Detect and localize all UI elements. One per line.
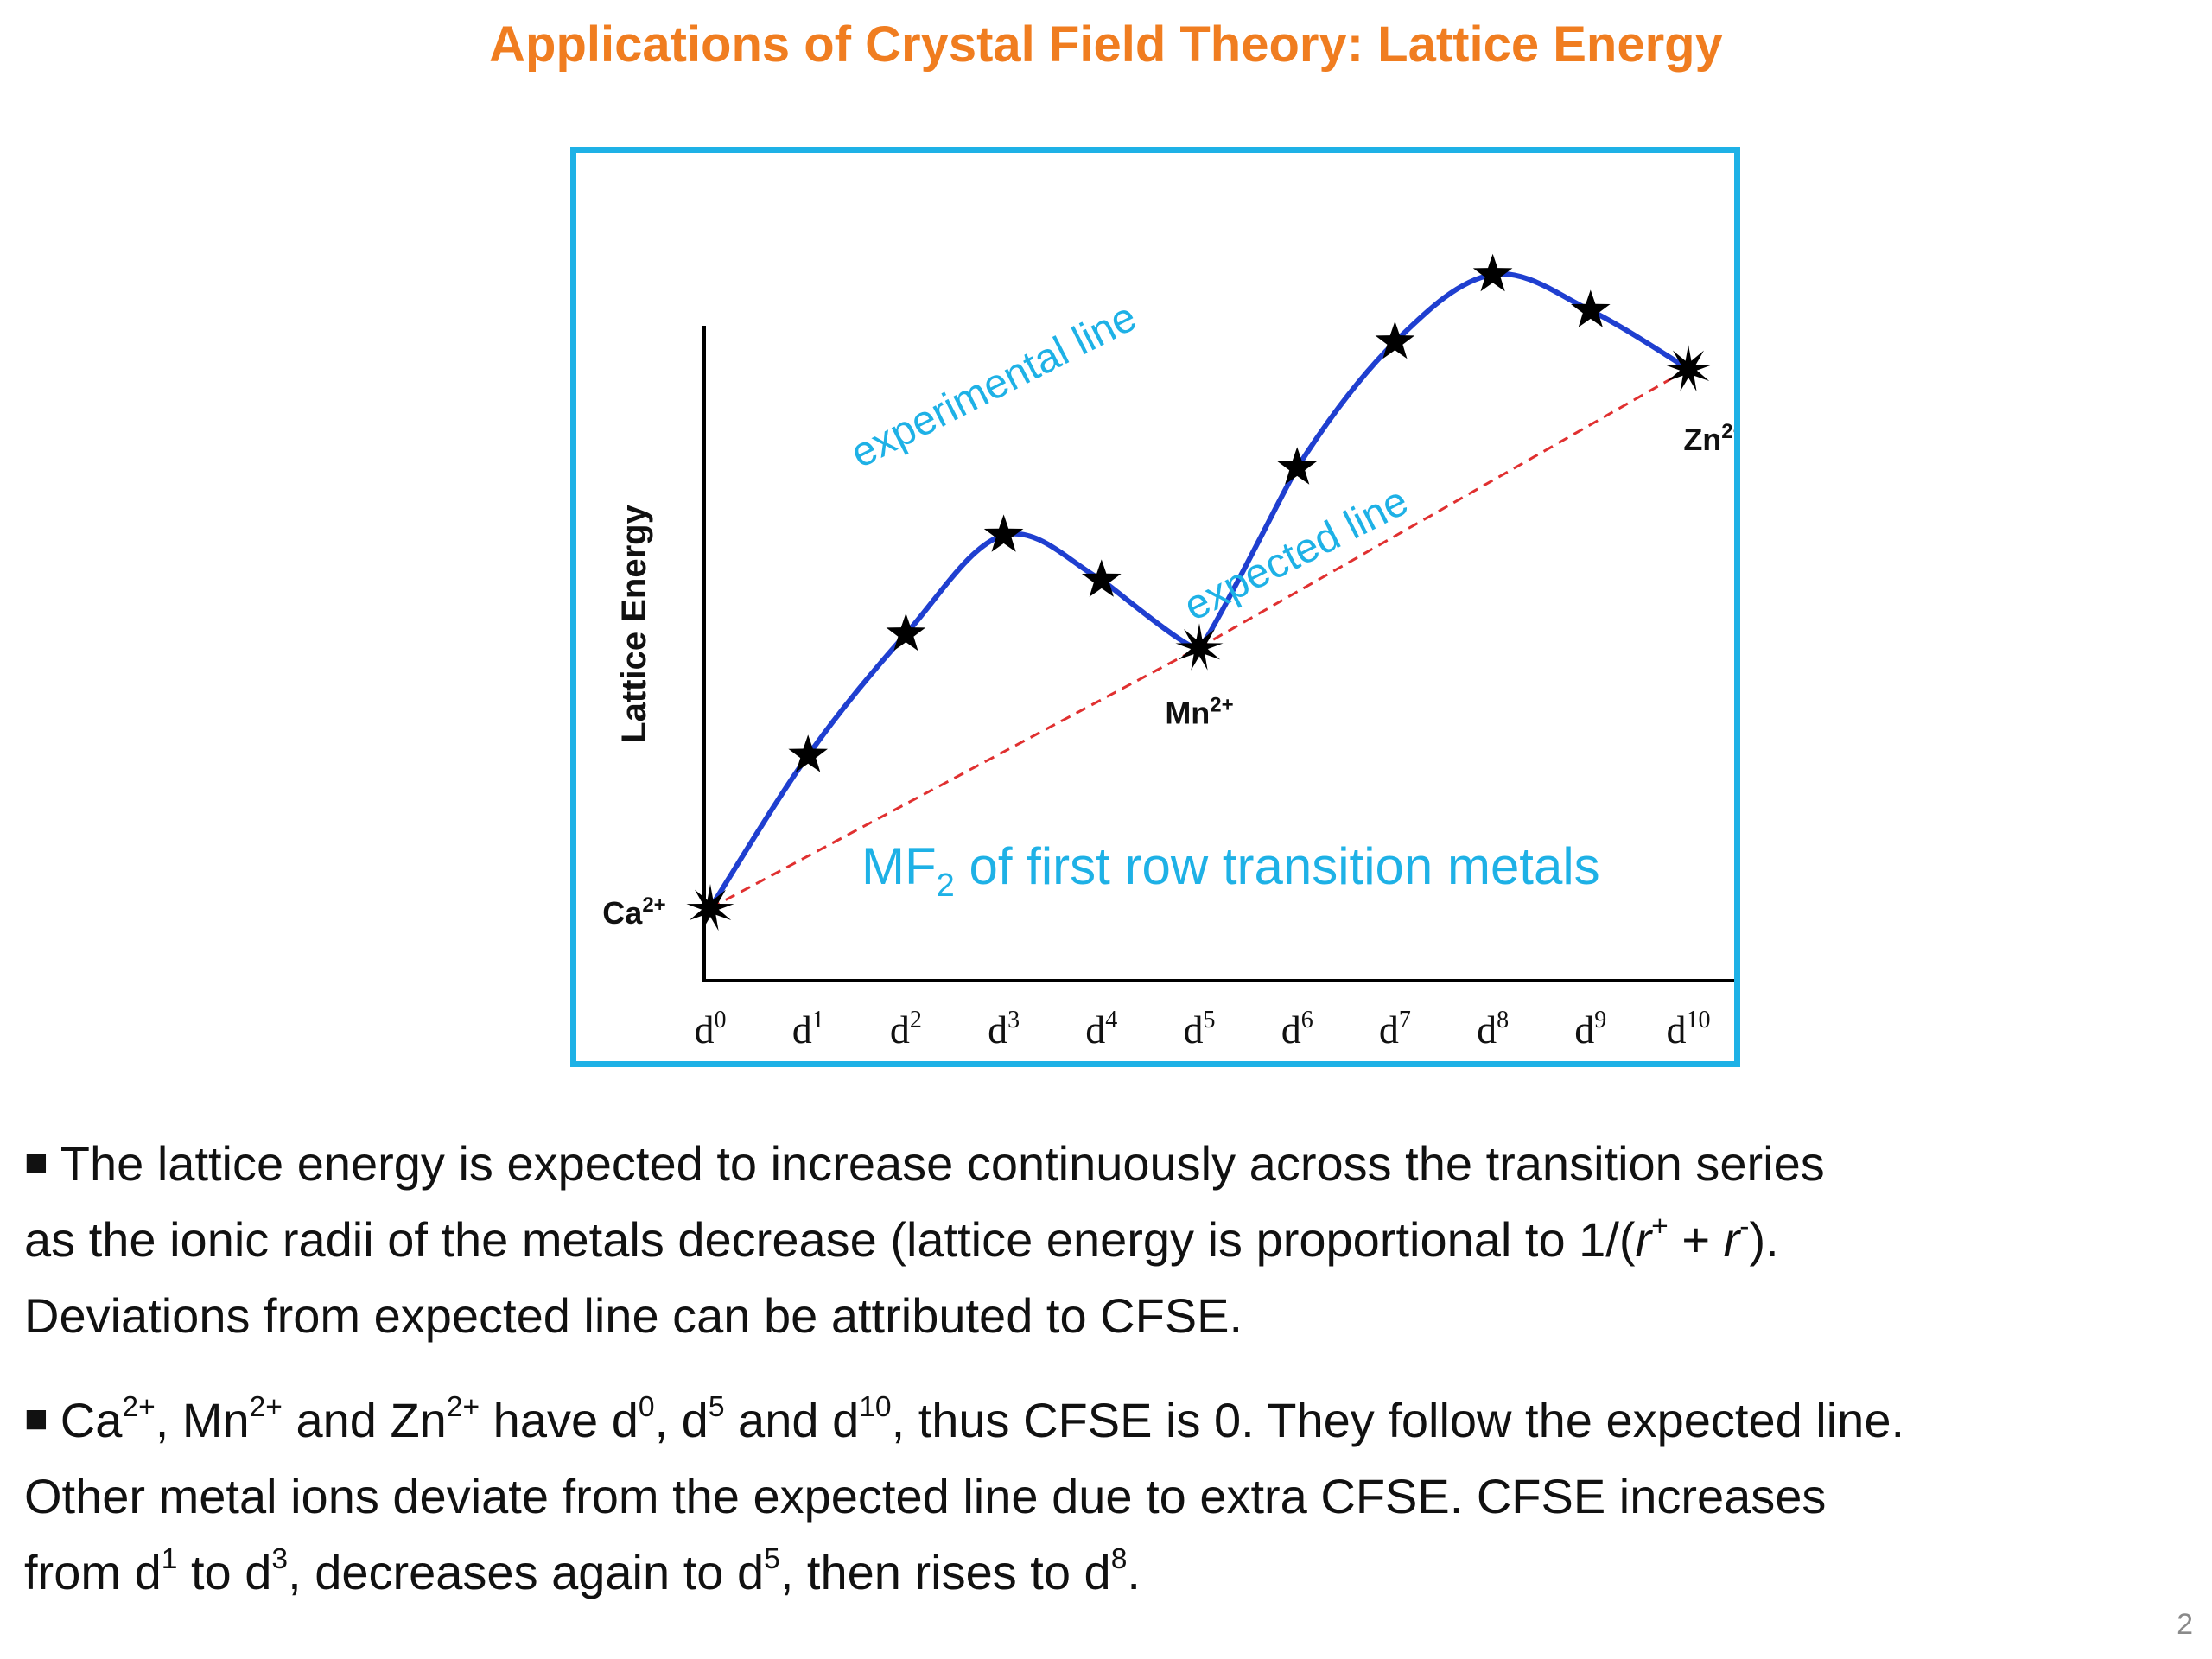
config-d5b-sup: 5 [764,1543,780,1576]
conjunction: and [724,1393,833,1447]
page-number: 2 [2177,1608,2193,1641]
config-d5b: d [736,1545,765,1599]
ion-ca: Ca [60,1393,123,1447]
text-decreases: , decreases again to [288,1545,737,1599]
separator: , [654,1393,682,1447]
bullet-2-line-2: Other metal ions deviate from the expect… [24,1469,1827,1523]
star-marker [1472,253,1513,292]
r-minus: r [1723,1212,1740,1267]
config-d1-sup: 1 [161,1543,178,1576]
y-axis-label: Lattice Energy [615,504,653,742]
x-tick-label: d9 [1574,1007,1606,1052]
text-rises: , then rises to [779,1545,1084,1599]
ion-label-zn: Zn2+ [1683,420,1734,457]
star-marker [983,514,1024,552]
expected-line-label: expected line [1177,478,1415,630]
x-tick-label: d6 [1281,1007,1313,1052]
star-marker [788,734,828,772]
config-d10: d [832,1393,860,1447]
star-marker [1571,289,1611,327]
x-tick-label: d8 [1477,1007,1509,1052]
bullet-2: ■ Ca2+, Mn2+ and Zn2+ have d0, d5 and d10… [24,1380,2184,1611]
conjunction: and [282,1393,391,1447]
chart-figure-frame: Lattice Energy d0 d1 d2 d3 d4 d5 d6 d7 d8 d9 d10 C… [570,147,1740,1067]
star-marker [886,613,926,652]
x-tick-label: d4 [1085,1007,1117,1052]
x-tick-label: d10 [1667,1007,1711,1052]
config-d5: d [681,1393,709,1447]
caption-subscript: 2 [937,868,955,904]
x-tick-label: d2 [890,1007,922,1052]
plus-sign: + [1668,1212,1724,1267]
bullet-1-line-3: Deviations from expected line can be att… [24,1288,1243,1343]
x-tick-label: d1 [792,1007,824,1052]
ion-label-mn: Mn2+ [1165,693,1233,730]
text-period: . [1127,1545,1141,1599]
config-d10-sup: 10 [859,1391,892,1424]
config-d3: d [245,1545,272,1599]
ion-ca-sup: 2+ [122,1391,156,1424]
config-d3-sup: 3 [271,1543,289,1576]
burst-marker [1175,623,1224,671]
experimental-line-label: experimental line [843,294,1143,477]
config-d1: d [134,1545,162,1599]
bullet-square-icon: ■ [24,1139,48,1184]
chart-caption: MF2 of first row transition metals [861,837,1600,904]
ion-zn: Zn [390,1393,447,1447]
x-tick-label: d7 [1379,1007,1411,1052]
bullet-1-line-2a: as the ionic radii of the metals decreas… [24,1212,1636,1267]
bullet-square-icon: ■ [24,1395,48,1440]
caption-main: MF [861,837,937,895]
slide-title: Applications of Crystal Field Theory: La… [489,16,1723,73]
r-plus-sup: + [1651,1211,1669,1243]
star-marker [1277,447,1317,485]
ion-mn: Mn [181,1393,250,1447]
r-minus-sup: - [1739,1211,1750,1243]
r-plus: r [1635,1212,1652,1267]
bullet-list: ■ The lattice energy is expected to incre… [24,1123,2184,1611]
ion-zn-sup: 2+ [446,1391,480,1424]
star-marker [1082,559,1122,597]
config-d0: d [611,1393,639,1447]
config-d8-sup: 8 [1110,1543,1128,1576]
ion-mn-sup: 2+ [249,1391,283,1424]
config-d8: d [1084,1545,1111,1599]
text-to: to [177,1545,245,1599]
bullet-1-line-2b: ). [1749,1212,1779,1267]
config-d5-sup: 5 [708,1391,725,1424]
x-tick-label: d0 [695,1007,727,1052]
text-have: have [480,1393,612,1447]
caption-rest: of first row transition metals [955,837,1600,895]
bullet-2-line-1-rest: , thus CFSE is 0. They follow the expect… [891,1393,1905,1447]
text-from: from [24,1545,135,1599]
x-tick-label: d5 [1184,1007,1216,1052]
bullet-1: ■ The lattice energy is expected to incre… [24,1123,2184,1354]
config-d0-sup: 0 [638,1391,655,1424]
separator: , [155,1393,182,1447]
burst-marker [686,884,734,931]
ion-label-ca: Ca2+ [602,893,665,931]
lattice-energy-chart: Lattice Energy d0 d1 d2 d3 d4 d5 d6 d7 d8 d9 d10 C… [602,253,1734,1052]
burst-marker [1664,345,1713,392]
star-marker [1375,321,1415,359]
bullet-1-line-1: The lattice energy is expected to increa… [60,1136,1825,1191]
x-tick-label: d3 [988,1007,1020,1052]
